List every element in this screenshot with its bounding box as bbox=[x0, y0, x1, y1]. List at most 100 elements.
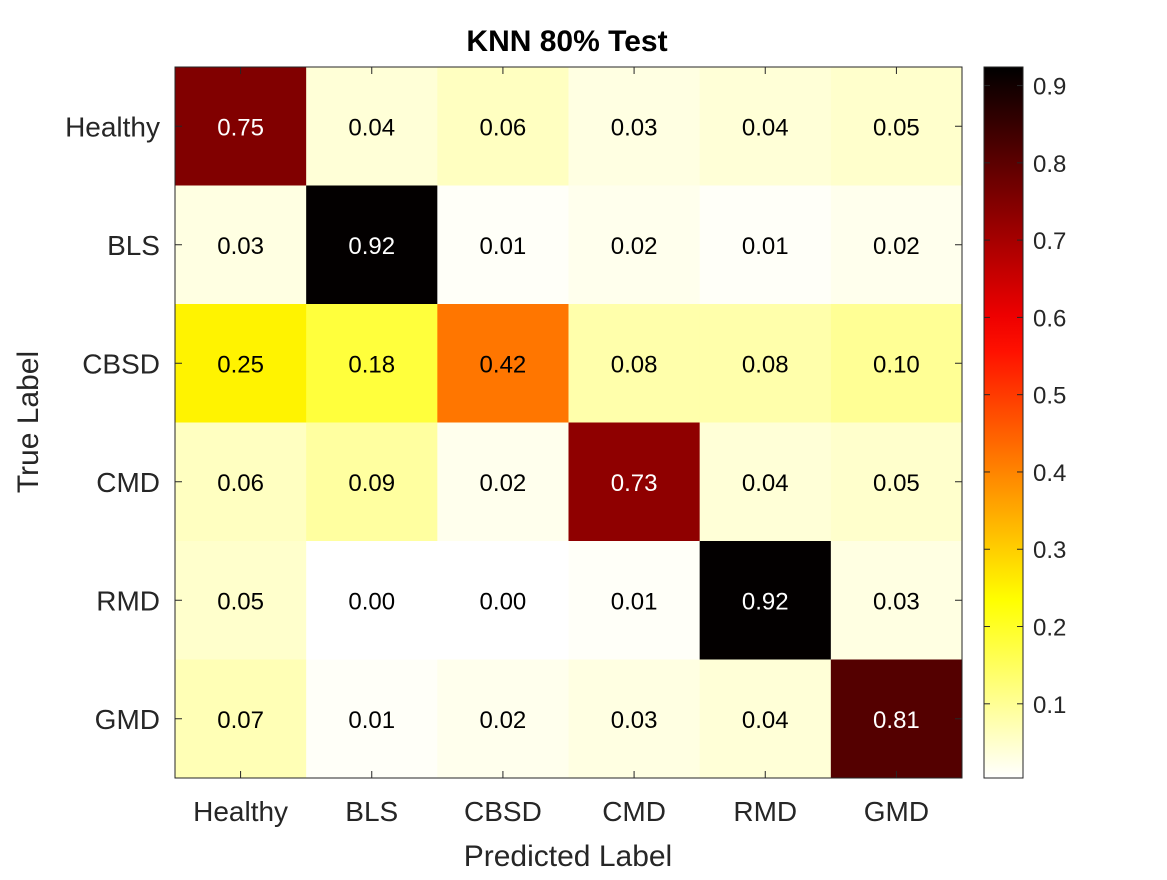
cell-gmd-rmd bbox=[699, 659, 832, 779]
cell-value-label: 0.09 bbox=[348, 470, 395, 497]
y-tick-label: BLS bbox=[107, 230, 160, 261]
colorbar-gradient bbox=[984, 67, 1023, 778]
cell-value-label: 0.02 bbox=[480, 707, 527, 734]
cell-value-label: 0.00 bbox=[348, 588, 395, 615]
cell-value-label: 0.05 bbox=[217, 588, 264, 615]
cell-bls-healthy bbox=[175, 185, 307, 305]
cell-cbsd-cbsd bbox=[437, 304, 569, 423]
x-tick-label: Healthy bbox=[193, 796, 288, 827]
cell-value-label: 0.01 bbox=[348, 707, 395, 734]
cell-cmd-cmd bbox=[568, 422, 701, 542]
cell-value-label: 0.01 bbox=[742, 233, 789, 260]
cell-value-label: 0.07 bbox=[217, 707, 264, 734]
cell-value-label: 0.02 bbox=[611, 233, 658, 260]
cell-value-label: 0.42 bbox=[480, 351, 527, 378]
cell-value-label: 0.03 bbox=[217, 233, 264, 260]
cell-value-label: 0.02 bbox=[873, 233, 920, 260]
cell-bls-cmd bbox=[568, 185, 701, 305]
cell-value-label: 0.00 bbox=[480, 588, 527, 615]
cell-value-label: 0.75 bbox=[217, 114, 264, 141]
cell-cbsd-cmd bbox=[568, 304, 701, 423]
cell-value-label: 0.04 bbox=[742, 470, 789, 497]
colorbar: 0.1 0.2 0.3 0.4 0.5 0.6 0.7 0.8 0.9 bbox=[983, 66, 1066, 779]
y-axis-label: True Label bbox=[12, 351, 45, 493]
chart-title: KNN 80% Test bbox=[466, 25, 667, 58]
cell-healthy-gmd bbox=[830, 67, 963, 186]
cell-value-label: 0.04 bbox=[742, 114, 789, 141]
colorbar-tick-label: 0.9 bbox=[1033, 74, 1066, 101]
cell-cbsd-healthy bbox=[175, 304, 307, 423]
cell-value-label: 0.92 bbox=[348, 233, 395, 260]
cell-bls-bls bbox=[306, 185, 438, 305]
cell-cbsd-gmd bbox=[830, 304, 963, 423]
colorbar-frame bbox=[983, 66, 1024, 779]
cell-healthy-cbsd bbox=[437, 67, 569, 186]
cell-gmd-healthy bbox=[175, 659, 307, 779]
cell-value-label: 0.73 bbox=[611, 470, 658, 497]
cell-rmd-cmd bbox=[568, 541, 701, 660]
y-tick-label: CMD bbox=[96, 467, 160, 498]
cell-value-label: 0.06 bbox=[217, 470, 264, 497]
cell-rmd-rmd bbox=[699, 541, 832, 660]
cell-value-label: 0.03 bbox=[611, 707, 658, 734]
cell-rmd-cbsd bbox=[437, 541, 569, 660]
heatmap-cells bbox=[175, 67, 963, 779]
cell-bls-cbsd bbox=[437, 185, 569, 305]
x-axis-ticks: Healthy BLS CBSD CMD RMD GMD bbox=[193, 67, 929, 827]
y-tick-label: Healthy bbox=[65, 111, 160, 142]
cell-value-label: 0.02 bbox=[480, 470, 527, 497]
cell-cmd-bls bbox=[306, 422, 438, 542]
y-tick-label: CBSD bbox=[82, 348, 160, 379]
colorbar-tick-label: 0.5 bbox=[1033, 383, 1066, 410]
colorbar-tick-label: 0.8 bbox=[1033, 151, 1066, 178]
cell-value-label: 0.04 bbox=[348, 114, 395, 141]
cell-healthy-rmd bbox=[699, 67, 832, 186]
cell-cmd-cbsd bbox=[437, 422, 569, 542]
colorbar-tick-label: 0.2 bbox=[1033, 615, 1066, 642]
y-tick-label: RMD bbox=[96, 585, 160, 616]
x-tick-label: GMD bbox=[864, 796, 929, 827]
colorbar-ticks: 0.1 0.2 0.3 0.4 0.5 0.6 0.7 0.8 0.9 bbox=[984, 74, 1066, 719]
cell-value-label: 0.04 bbox=[742, 707, 789, 734]
cell-rmd-healthy bbox=[175, 541, 307, 660]
cell-gmd-gmd bbox=[830, 659, 963, 779]
cell-cbsd-rmd bbox=[699, 304, 832, 423]
cell-value-label: 0.01 bbox=[480, 233, 527, 260]
cell-value-label: 0.03 bbox=[873, 588, 920, 615]
cell-value-label: 0.10 bbox=[873, 351, 920, 378]
cell-cbsd-bls bbox=[306, 304, 438, 423]
y-axis-ticks: Healthy BLS CBSD CMD RMD GMD bbox=[65, 111, 962, 735]
cell-cmd-gmd bbox=[830, 422, 963, 542]
cell-gmd-cmd bbox=[568, 659, 701, 779]
cell-healthy-bls bbox=[306, 67, 438, 186]
plot-frame bbox=[174, 66, 963, 779]
colorbar-tick-label: 0.4 bbox=[1033, 460, 1066, 487]
cell-gmd-bls bbox=[306, 659, 438, 779]
cell-cmd-rmd bbox=[699, 422, 832, 542]
cell-value-label: 0.25 bbox=[217, 351, 264, 378]
cell-value-label: 0.05 bbox=[873, 114, 920, 141]
x-tick-label: RMD bbox=[733, 796, 797, 827]
y-tick-label: GMD bbox=[95, 704, 160, 735]
colorbar-tick-label: 0.3 bbox=[1033, 537, 1066, 564]
cell-value-label: 0.03 bbox=[611, 114, 658, 141]
cell-value-label: 0.06 bbox=[480, 114, 527, 141]
cell-value-label: 0.05 bbox=[873, 470, 920, 497]
colorbar-tick-label: 0.7 bbox=[1033, 228, 1066, 255]
cell-bls-rmd bbox=[699, 185, 832, 305]
heatmap-cell-labels: 0.75 0.04 0.06 0.03 0.04 0.05 0.03 0.92 0.01 0.02… bbox=[217, 114, 920, 734]
colorbar-tick-label: 0.1 bbox=[1033, 692, 1066, 719]
cell-value-label: 0.92 bbox=[742, 588, 789, 615]
cell-cmd-healthy bbox=[175, 422, 307, 542]
cell-rmd-bls bbox=[306, 541, 438, 660]
cell-healthy-cmd bbox=[568, 67, 701, 186]
x-tick-label: CBSD bbox=[464, 796, 542, 827]
x-tick-label: BLS bbox=[345, 796, 398, 827]
cell-value-label: 0.18 bbox=[348, 351, 395, 378]
cell-healthy-healthy bbox=[175, 67, 307, 186]
cell-rmd-gmd bbox=[830, 541, 963, 660]
cell-gmd-cbsd bbox=[437, 659, 569, 779]
cell-value-label: 0.08 bbox=[611, 351, 658, 378]
